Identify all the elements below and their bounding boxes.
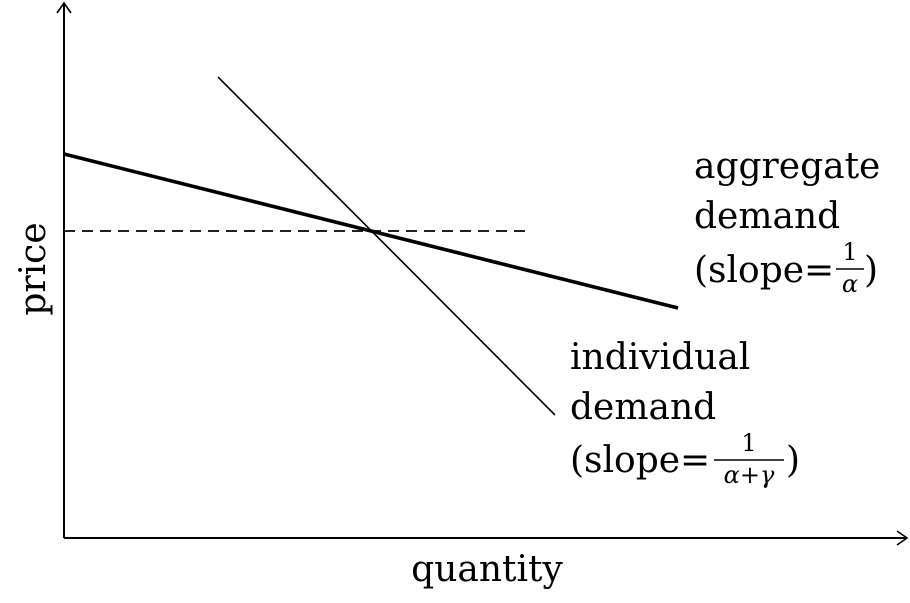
aggregate-slope-numerator: 1 (842, 238, 857, 266)
aggregate-demand-label: aggregate demand (slope= 1 α ) (694, 146, 880, 298)
y-axis-arrowhead (56, 1, 72, 14)
aggregate-label-line1: aggregate (694, 146, 880, 187)
individual-slope-denominator: α+γ (724, 461, 775, 489)
aggregate-slope-suffix: ) (864, 250, 878, 291)
x-axis-arrowhead (896, 530, 909, 546)
aggregate-demand-line (63, 152, 679, 310)
aggregate-slope-denominator: α (842, 270, 858, 298)
aggregate-slope-prefix: (slope= (694, 250, 834, 291)
x-axis-label: quantity (411, 549, 563, 590)
individual-demand-label: individual demand (slope= 1 α+γ ) (570, 337, 800, 489)
aggregate-label-line2: demand (694, 196, 840, 237)
x-axis (64, 530, 909, 546)
individual-slope-prefix: (slope= (570, 440, 710, 481)
individual-slope-numerator: 1 (741, 429, 756, 457)
individual-demand-line (217, 76, 556, 416)
individual-label-line1: individual (570, 337, 750, 378)
y-axis (56, 1, 72, 538)
individual-label-line2: demand (570, 387, 716, 428)
individual-slope-suffix: ) (786, 440, 800, 481)
y-axis-label: price (13, 222, 54, 315)
